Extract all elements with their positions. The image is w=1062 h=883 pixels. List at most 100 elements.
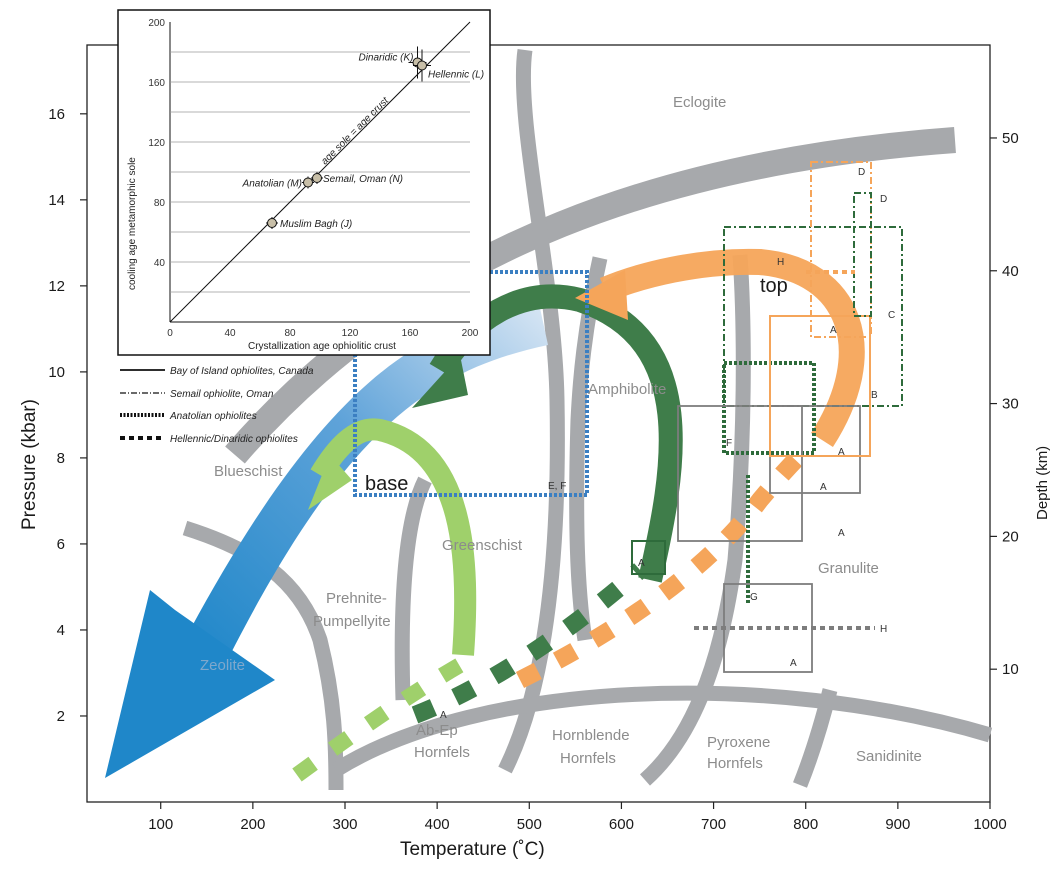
inset-y-tick: 160 xyxy=(148,78,165,89)
inset-point-label: Semail, Oman (N) xyxy=(323,174,403,185)
inset-point xyxy=(312,173,322,183)
x-axis-ticks: 100 200 300 400 500 600 700 800 900 1000 xyxy=(148,802,1007,833)
inset-x-tick: 40 xyxy=(224,328,236,339)
facies-sanidinite: Sanidinite xyxy=(856,748,922,765)
pressure-axis-title: Pressure (kbar) xyxy=(19,399,40,530)
legend: Bay of Island ophiolites, Canada Semail … xyxy=(120,366,314,445)
plot-frame xyxy=(86,44,991,803)
depth-tick-label: 20 xyxy=(1002,528,1019,545)
facies-labels: Eclogite Amphibolite Blueschist Greensch… xyxy=(200,94,922,772)
depth-tick-label: 10 xyxy=(1002,661,1019,678)
x-tick-label: 100 xyxy=(148,816,173,833)
p-tick-label: 12 xyxy=(48,278,65,295)
p-tick-label: 10 xyxy=(48,364,65,381)
facies-abep-hornfels: Hornfels xyxy=(414,744,470,761)
box-label-a3: A xyxy=(820,482,827,493)
facies-greenschist: Greenschist xyxy=(442,537,523,554)
label-top: top xyxy=(760,275,788,297)
inset-y-tick: 200 xyxy=(148,18,165,29)
facies-abep: Ab-Ep xyxy=(416,722,458,739)
inset-x-tick: 120 xyxy=(342,328,359,339)
box-label-ef: E, F xyxy=(548,481,566,492)
legend-semail: Semail ophiolite, Oman xyxy=(170,389,274,400)
x-axis-title: Temperature (˚C) xyxy=(400,839,545,860)
inset-point xyxy=(267,218,277,228)
x-tick-label: 800 xyxy=(793,816,818,833)
inset-point-label: Dinaridic (K) xyxy=(358,53,413,64)
orange-trail xyxy=(515,438,817,689)
x-tick-label: 500 xyxy=(517,816,542,833)
blue-arrow xyxy=(105,308,548,778)
x-tick-label: 900 xyxy=(885,816,910,833)
facies-amphibolite: Amphibolite xyxy=(588,381,666,398)
box-label-d2: D xyxy=(880,194,887,205)
legend-anatolian: Anatolian ophiolites xyxy=(169,411,257,422)
box-label-f: F xyxy=(726,438,732,449)
facies-pyroxene: Pyroxene xyxy=(707,734,770,751)
p-tick-label: 14 xyxy=(48,192,65,209)
inset-x-tick: 0 xyxy=(167,328,173,339)
box-label-h2: H xyxy=(880,624,887,635)
box-label-a6: A xyxy=(790,658,797,669)
box-label-a4: A xyxy=(838,528,845,539)
p-tick-label: 16 xyxy=(48,106,65,123)
inset-point-label: Muslim Bagh (J) xyxy=(280,219,352,230)
inset-x-title: Crystallization age ophiolitic crust xyxy=(248,341,396,352)
facies-eclogite: Eclogite xyxy=(673,94,726,111)
depth-axis-title: Depth (km) xyxy=(1034,446,1051,520)
label-base: base xyxy=(365,473,408,495)
facies-pumpellyite: Pumpellyite xyxy=(313,613,391,630)
inset-point-label: Hellennic (L) xyxy=(428,70,484,81)
p-tick-label: 8 xyxy=(57,450,65,467)
inset-x-tick: 80 xyxy=(284,328,296,339)
x-tick-label: 200 xyxy=(240,816,265,833)
x-tick-label: 300 xyxy=(332,816,357,833)
x-tick-label: 600 xyxy=(609,816,634,833)
box-label-a7: A xyxy=(440,710,447,721)
x-tick-label: 400 xyxy=(425,816,450,833)
box-label-d1: D xyxy=(858,167,865,178)
light-green-trail xyxy=(292,658,465,782)
p-tick-label: 2 xyxy=(57,708,65,725)
inset-x-tick: 200 xyxy=(462,328,479,339)
facies-prehnite: Prehnite- xyxy=(326,590,387,607)
inset-point xyxy=(303,177,313,188)
box-labels: D D H C A B A A A A E, F F G A A H xyxy=(440,167,895,721)
pressure-axis-ticks: 2 4 6 8 10 12 14 16 xyxy=(48,106,87,725)
facies-pyroxene-hornfels: Hornfels xyxy=(707,755,763,772)
orange-arrow xyxy=(575,248,865,448)
depth-tick-label: 30 xyxy=(1002,396,1019,413)
facies-hornblende: Hornblende xyxy=(552,727,630,744)
inset-y-tick: 40 xyxy=(154,258,166,269)
inset-point-label: Anatolian (M) xyxy=(242,179,302,190)
box-label-h: H xyxy=(777,257,784,268)
inset-x-tick: 160 xyxy=(402,328,419,339)
light-green-arrow xyxy=(308,418,477,656)
x-tick-label: 1000 xyxy=(973,816,1006,833)
facies-zeolite: Zeolite xyxy=(200,657,245,674)
box-label-a1: A xyxy=(830,325,837,336)
inset-y-title: cooling age metamorphic sole xyxy=(127,157,138,290)
inset-y-tick: 120 xyxy=(148,138,165,149)
depth-axis-ticks: 10 20 30 40 50 xyxy=(990,130,1019,678)
box-label-c: C xyxy=(888,310,895,321)
inset-y-tick: 80 xyxy=(154,198,166,209)
legend-hellennic: Hellennic/Dinaridic ophiolites xyxy=(170,434,298,445)
box-label-b: B xyxy=(871,390,878,401)
x-tick-label: 700 xyxy=(701,816,726,833)
inset-point xyxy=(417,60,427,71)
box-label-a5: A xyxy=(638,558,645,569)
p-tick-label: 4 xyxy=(57,622,65,639)
facies-blueschist: Blueschist xyxy=(214,463,283,480)
p-tick-label: 6 xyxy=(57,536,65,553)
depth-tick-label: 40 xyxy=(1002,263,1019,280)
depth-tick-label: 50 xyxy=(1002,130,1019,147)
dark-green-trail xyxy=(411,563,646,724)
legend-bay-of-island: Bay of Island ophiolites, Canada xyxy=(170,366,314,377)
facies-granulite: Granulite xyxy=(818,560,879,577)
facies-hornblende-hornfels: Hornfels xyxy=(560,750,616,767)
box-label-a2: A xyxy=(838,447,845,458)
box-label-g: G xyxy=(750,592,758,603)
